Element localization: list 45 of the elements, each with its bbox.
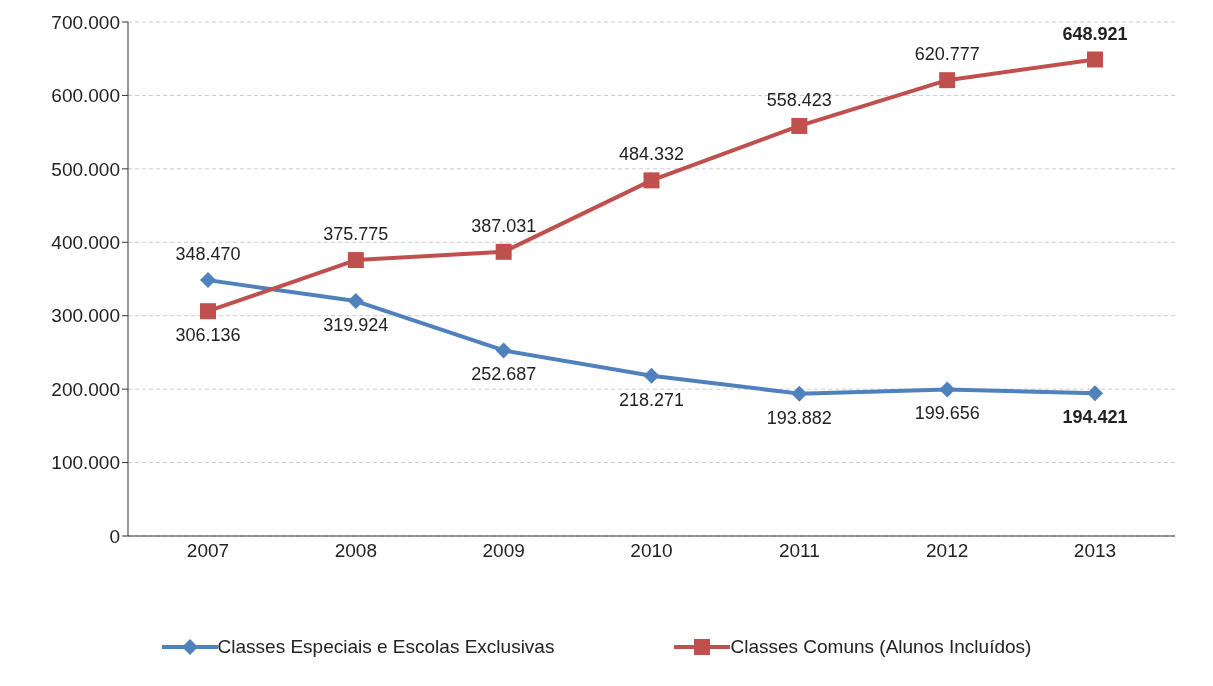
legend-label: Classes Especiais e Escolas Exclusivas xyxy=(217,636,555,658)
data-label: 387.031 xyxy=(471,215,537,236)
data-label: 375.775 xyxy=(323,224,389,245)
point xyxy=(939,381,956,398)
data-label: 193.882 xyxy=(766,407,832,428)
y-tick-label: 200.000 xyxy=(51,378,120,400)
point xyxy=(791,117,808,134)
x-tick-label: 2009 xyxy=(482,540,525,562)
y-tick-label: 700.000 xyxy=(51,11,120,33)
legend-label: Classes Comuns (Alunos Incluídos) xyxy=(730,636,1032,658)
y-tick-label: 600.000 xyxy=(51,85,120,107)
point xyxy=(939,72,956,89)
x-tick-label: 2012 xyxy=(926,540,969,562)
y-tick-label: 400.000 xyxy=(51,232,120,254)
data-label: 252.687 xyxy=(471,364,537,385)
point xyxy=(200,272,216,289)
data-label: 484.332 xyxy=(618,144,685,165)
y-tick-label: 100.000 xyxy=(51,452,120,474)
data-label: 194.421 xyxy=(1062,407,1128,428)
data-label: 620.777 xyxy=(914,44,980,65)
point xyxy=(347,293,364,310)
data-label: 199.656 xyxy=(914,403,980,424)
point xyxy=(643,172,660,189)
point xyxy=(495,243,512,260)
x-tick-label: 2010 xyxy=(630,540,673,562)
y-tick-label: 500.000 xyxy=(51,158,120,180)
point xyxy=(643,367,660,384)
data-label: 306.136 xyxy=(175,325,241,346)
point xyxy=(791,385,808,402)
data-label: 558.423 xyxy=(766,89,832,110)
point xyxy=(1087,385,1103,402)
data-label: 218.271 xyxy=(618,389,685,410)
x-tick-label: 2011 xyxy=(778,540,820,562)
data-label: 348.470 xyxy=(175,244,241,265)
point xyxy=(347,252,364,269)
point xyxy=(1087,51,1103,68)
data-label: 648.921 xyxy=(1062,23,1128,44)
x-tick-label: 2013 xyxy=(1073,540,1117,562)
data-label: 319.924 xyxy=(323,315,389,336)
point xyxy=(495,342,512,359)
y-tick-label: 300.000 xyxy=(51,305,120,327)
point xyxy=(200,303,216,320)
x-tick-label: 2008 xyxy=(334,540,377,562)
y-tick-label: 0 xyxy=(109,525,120,547)
x-tick-label: 2007 xyxy=(186,540,230,562)
